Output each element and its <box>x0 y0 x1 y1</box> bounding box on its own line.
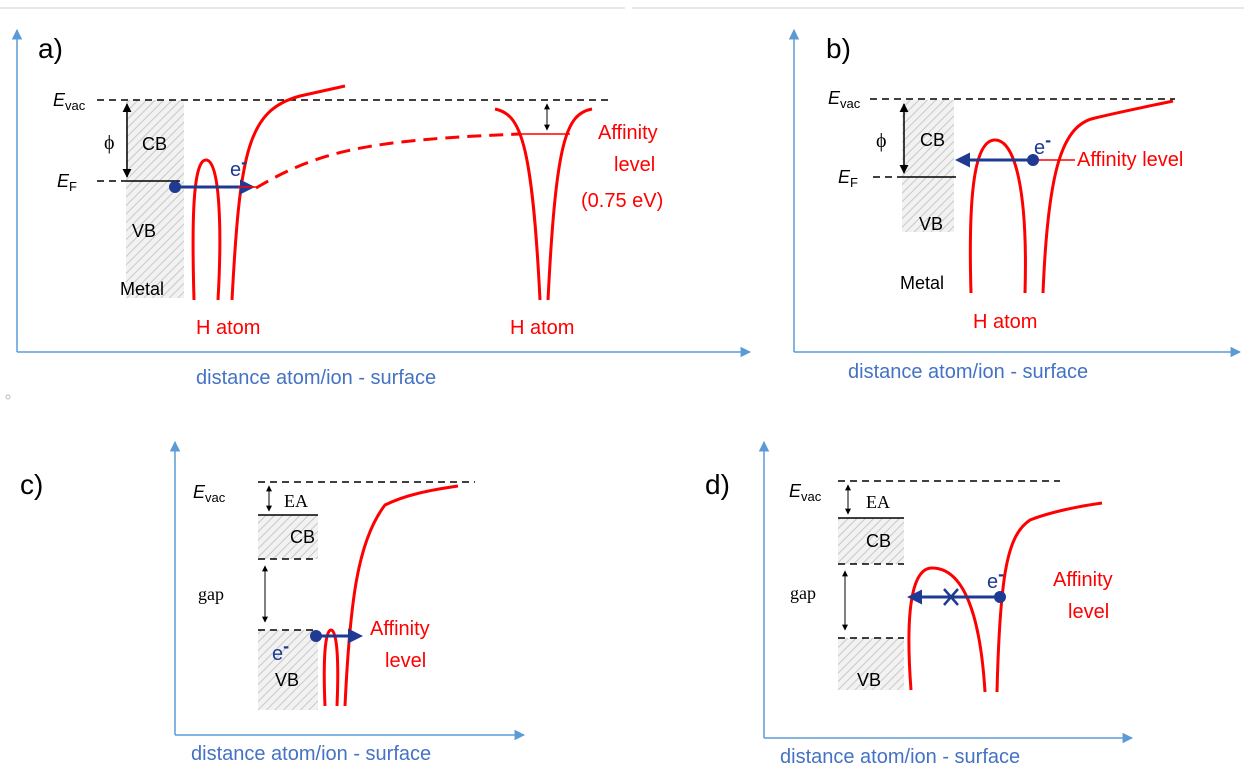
panel-a-ef-label: EF <box>57 171 77 194</box>
panel-b-evac-label: Evac <box>828 88 861 111</box>
panel-a-affinity-line3: (0.75 eV) <box>581 190 663 212</box>
panel-b-metal-vb <box>902 177 954 232</box>
panel-a-h-potential-right <box>494 107 593 301</box>
panel-c-ea-label: EA <box>284 491 308 511</box>
panel-c-vb-block <box>258 630 318 710</box>
panel-b-affinity-label: Affinity level <box>1077 149 1183 171</box>
panel-d-gap-label: gap <box>790 583 816 603</box>
panel-d-ea-label: EA <box>866 492 890 512</box>
panel-a-electron <box>169 181 181 193</box>
panel-a-affinity-dashed <box>255 132 521 190</box>
panel-d-label: d) <box>705 469 730 500</box>
panel-b-h-atom: H atom <box>973 311 1037 333</box>
panel-c-axis-label: distance atom/ion - surface <box>191 743 431 765</box>
panel-d-electron <box>994 591 1006 603</box>
panel-b-cb-label: CB <box>920 130 945 150</box>
panel-a-barrier-curve <box>191 158 222 301</box>
panel-d-vb-label: VB <box>857 670 881 690</box>
panel-c-affinity-line2: level <box>385 650 426 672</box>
panel-d-vb-block <box>838 638 904 690</box>
panel-a-h-atom-left: H atom <box>196 317 260 339</box>
panel-b-barrier-curve <box>968 138 1027 294</box>
panel-a-evac-label: Evac <box>53 90 86 113</box>
panel-a-h-potential-left <box>230 84 346 301</box>
panel-c-electron-label: e- <box>272 636 289 665</box>
panel-c-barrier-curve <box>322 628 340 707</box>
panel-a-cb-label: CB <box>142 134 167 154</box>
panel-b-metal-cb <box>902 100 954 177</box>
panel-b: b) Evac EF ϕ CB VB Metal e- Affinity lev… <box>788 28 1242 383</box>
panel-c-label: c) <box>20 469 43 500</box>
panel-a-h-atom-right: H atom <box>510 317 574 339</box>
panel-b-electron-label: e- <box>1034 130 1051 159</box>
panel-c-affinity-line1: Affinity <box>370 618 430 640</box>
panel-b-electron <box>1027 154 1039 166</box>
panel-c-evac-label: Evac <box>193 482 226 505</box>
panel-d-cb-block <box>838 518 904 564</box>
panel-d-barrier-curve <box>907 566 987 693</box>
panel-c-gap-label: gap <box>198 584 224 604</box>
panel-a: a) Evac EF ϕ CB VB Metal e- H atom H ato… <box>11 28 752 389</box>
panel-a-affinity-line1: Affinity <box>598 122 658 144</box>
panel-a-axis-label: distance atom/ion - surface <box>196 367 436 389</box>
panel-d-evac-label: Evac <box>789 481 822 504</box>
panel-d-atom-potential <box>995 501 1103 693</box>
panel-b-phi-symbol: ϕ <box>876 130 887 152</box>
panel-b-axis-label: distance atom/ion - surface <box>848 361 1088 383</box>
panel-a-affinity-line2: level <box>614 154 655 176</box>
panel-a-metal-vb <box>126 180 184 298</box>
panel-c: c) Evac EA CB gap VB e- Affinity level d… <box>20 440 526 765</box>
panel-a-vb-label: VB <box>132 221 156 241</box>
panel-c-cb-label: CB <box>290 527 315 547</box>
panel-b-metal-label: Metal <box>900 273 944 293</box>
panel-c-atom-potential <box>343 484 459 707</box>
panel-a-metal-label: Metal <box>120 279 164 299</box>
panel-a-electron-label: e- <box>230 152 247 181</box>
panel-c-electron <box>310 630 322 642</box>
panel-a-phi-symbol: ϕ <box>104 132 115 154</box>
panel-b-h-potential <box>1041 99 1174 294</box>
panel-d-axis-label: distance atom/ion - surface <box>780 746 1020 768</box>
panel-d-affinity-line1: Affinity <box>1053 569 1113 591</box>
panel-b-label: b) <box>826 33 851 64</box>
panel-a-label: a) <box>38 33 63 64</box>
panel-d-cb-label: CB <box>866 531 891 551</box>
panel-a-metal-cb <box>126 100 184 180</box>
panel-c-cb-block <box>258 515 318 559</box>
panel-d-blocked-cross-icon <box>943 588 959 606</box>
panel-b-vb-label: VB <box>919 214 943 234</box>
panel-b-ef-label: EF <box>838 167 858 190</box>
panel-d-electron-label: e- <box>987 564 1004 593</box>
row-divider-dot <box>5 394 11 400</box>
panel-d: d) Evac EA CB gap VB e- Affinity level d… <box>705 440 1134 768</box>
panel-d-affinity-line2: level <box>1068 601 1109 623</box>
panel-c-vb-label: VB <box>275 670 299 690</box>
